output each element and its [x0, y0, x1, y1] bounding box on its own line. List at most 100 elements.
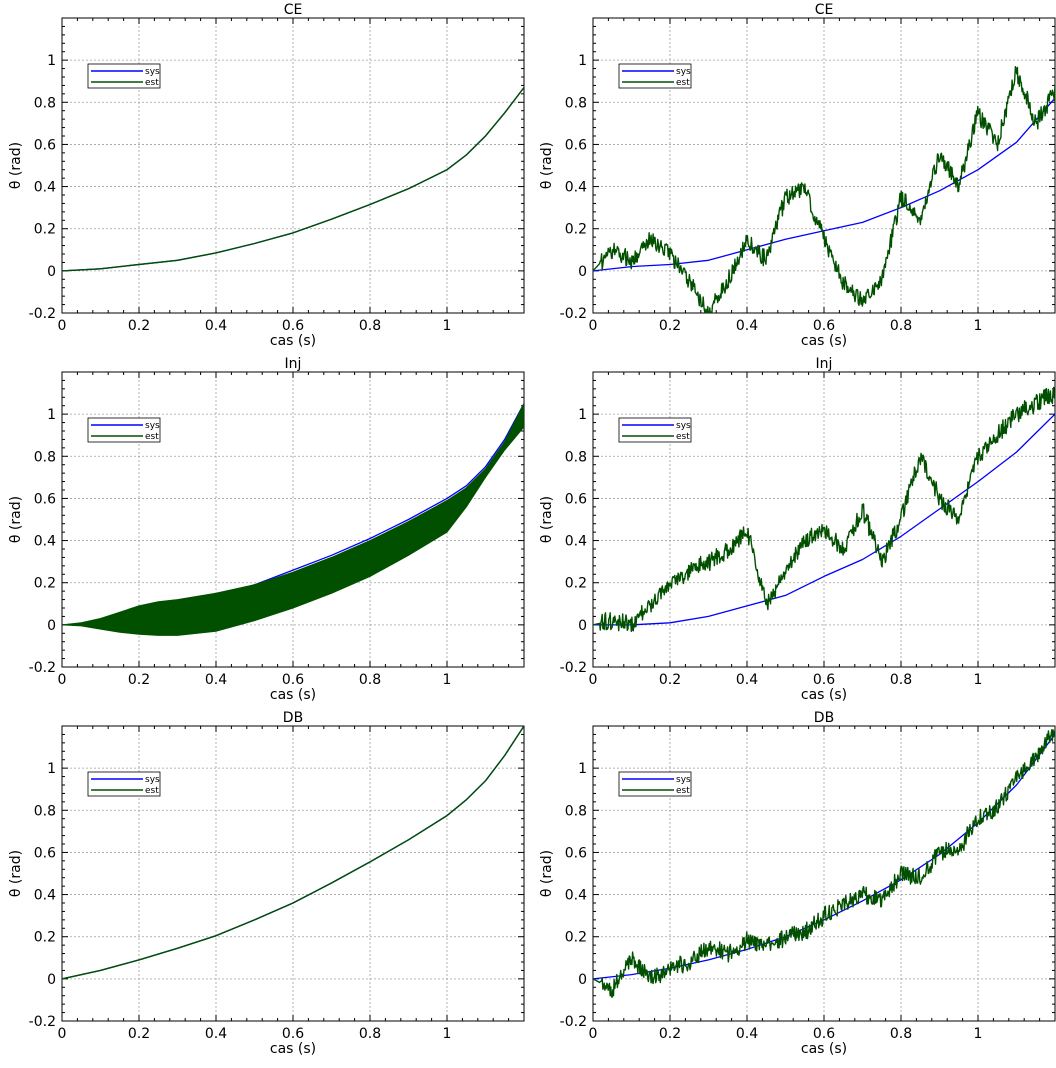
x-tick-label: 0.6: [282, 318, 304, 334]
y-tick-label: 1: [47, 761, 56, 777]
y-tick-label: 0.8: [34, 803, 56, 819]
y-tick-label: -0.2: [560, 1014, 587, 1030]
x-axis-label: cas (s): [270, 333, 316, 349]
y-tick-label: 0.2: [565, 576, 587, 592]
y-tick-label: 0.4: [34, 534, 56, 550]
x-tick-label: 0: [58, 672, 67, 688]
y-tick-label: 0: [578, 264, 587, 280]
legend-label-est: est: [145, 432, 159, 442]
x-tick-label: 0.2: [659, 672, 681, 688]
x-tick-label: 0: [589, 318, 598, 334]
y-tick-label: 0.8: [565, 803, 587, 819]
y-tick-label: 0.2: [34, 222, 56, 238]
legend-label-est: est: [145, 78, 159, 88]
y-axis-label: θ (rad): [539, 496, 555, 543]
legend-label-est: est: [145, 786, 159, 796]
series-est-line: [593, 66, 1055, 313]
x-tick-label: 1: [443, 1026, 452, 1042]
y-tick-label: 0.8: [565, 449, 587, 465]
x-tick-label: 0.8: [359, 318, 381, 334]
x-tick-label: 0.4: [736, 1026, 758, 1042]
y-tick-label: 0.8: [565, 95, 587, 111]
legend-box: [618, 63, 692, 89]
y-tick-label: -0.2: [560, 660, 587, 676]
y-tick-label: 0.2: [565, 222, 587, 238]
grid: [593, 18, 1055, 313]
x-tick-label: 0.4: [205, 318, 227, 334]
x-tick-label: 0: [589, 672, 598, 688]
x-tick-label: 0.6: [813, 672, 835, 688]
series-est-line: [62, 87, 524, 272]
x-tick-label: 1: [974, 672, 983, 688]
y-tick-label: 0.4: [565, 180, 587, 196]
y-tick-label: 1: [47, 53, 56, 69]
y-tick-label: 0.6: [565, 137, 587, 153]
legend-label-sys: sys: [676, 421, 691, 431]
y-tick-label: 1: [578, 761, 587, 777]
plot-area: [593, 66, 1055, 313]
x-tick-label: 0.6: [282, 672, 304, 688]
y-tick-label: 0: [47, 264, 56, 280]
y-tick-label: 0.6: [565, 845, 587, 861]
chart-title: CE: [815, 2, 834, 18]
y-tick-label: 0: [47, 972, 56, 988]
legend-label-sys: sys: [676, 67, 691, 77]
legend-box: [87, 417, 161, 443]
grid: [62, 18, 524, 313]
y-tick-label: 0.6: [565, 491, 587, 507]
x-tick-label: 0.4: [736, 672, 758, 688]
x-tick-label: 0.6: [282, 1026, 304, 1042]
y-tick-label: 0.4: [34, 180, 56, 196]
x-tick-label: 0.6: [813, 1026, 835, 1042]
x-tick-label: 1: [443, 672, 452, 688]
y-tick-label: 0.6: [34, 137, 56, 153]
axis-ticks: [592, 17, 1056, 314]
series-est-line: [593, 729, 1055, 998]
x-axis-label: cas (s): [801, 1041, 847, 1057]
x-tick-label: 0.4: [205, 1026, 227, 1042]
y-tick-label: 0.8: [34, 449, 56, 465]
plot-area: [62, 87, 524, 272]
series-sys-line: [593, 413, 1055, 626]
y-tick-label: -0.2: [29, 660, 56, 676]
x-tick-label: 0: [589, 1026, 598, 1042]
plot-area: [62, 726, 524, 980]
x-axis-label: cas (s): [801, 687, 847, 703]
grid: [62, 726, 524, 1021]
legend-box: [87, 771, 161, 797]
x-tick-label: 0.2: [659, 318, 681, 334]
y-axis-label: θ (rad): [539, 850, 555, 897]
x-tick-label: 0.8: [890, 672, 912, 688]
x-tick-label: 0.2: [128, 318, 150, 334]
y-tick-label: 0.4: [565, 534, 587, 550]
axis-ticks: [61, 17, 525, 314]
y-tick-label: 0.8: [34, 95, 56, 111]
y-tick-label: 0.4: [34, 888, 56, 904]
legend-label-sys: sys: [145, 775, 160, 785]
axis-ticks: [61, 725, 525, 1022]
chart-title: CE: [284, 2, 303, 18]
x-tick-label: 0.4: [205, 672, 227, 688]
x-tick-label: 0.2: [128, 1026, 150, 1042]
x-tick-label: 0.2: [659, 1026, 681, 1042]
x-tick-label: 0.8: [890, 1026, 912, 1042]
x-tick-label: 0.8: [359, 672, 381, 688]
x-tick-label: 0.8: [359, 1026, 381, 1042]
plot-area: [593, 386, 1055, 632]
x-tick-label: 0: [58, 1026, 67, 1042]
legend-box: [618, 417, 692, 443]
legend-label-sys: sys: [145, 67, 160, 77]
x-axis-label: cas (s): [801, 333, 847, 349]
series-sys-line: [593, 97, 1055, 272]
x-tick-label: 0: [58, 318, 67, 334]
